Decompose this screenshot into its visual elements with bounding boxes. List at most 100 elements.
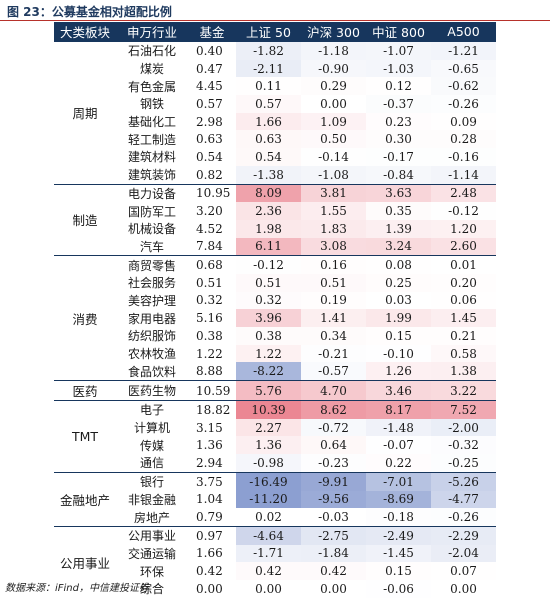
- overweight-zz800: 8.17: [366, 400, 431, 419]
- overweight-hs300: 0.16: [301, 255, 366, 274]
- overweight-zz800: 3.63: [366, 183, 431, 203]
- table-row: 建筑装饰 0.82 -1.38 -1.08 -0.84 -1.14: [54, 165, 496, 184]
- fund-weight: 0.51: [196, 275, 223, 290]
- overweight-hs300: -0.57: [301, 362, 366, 381]
- fund-weight: 10.95: [188, 183, 236, 203]
- overweight-zz800: 0.12: [366, 77, 431, 96]
- overweight-a500: 0.07: [431, 562, 496, 580]
- overweight-sz50: 0.11: [236, 77, 301, 96]
- overweight-sz50: 5.76: [236, 380, 301, 401]
- fund-weight: 4.52: [196, 221, 223, 236]
- overweight-hs300: 0.00: [320, 581, 347, 596]
- overweight-hs300: -1.84: [301, 544, 366, 563]
- table-row: 消费 商贸零售 0.68 -0.12 0.16 0.08 0.01: [54, 255, 496, 381]
- overweight-hs300: 0.42: [301, 562, 366, 580]
- overweight-hs300: -0.23: [301, 454, 366, 473]
- industry-name: 电子: [116, 400, 188, 419]
- fund-weight: 0.57: [196, 96, 223, 111]
- overweight-a500: -0.16: [431, 148, 496, 166]
- overweight-hs300: 4.70: [301, 380, 366, 401]
- fund-weight: 0.38: [196, 328, 223, 343]
- table-row: 建筑材料 0.54 0.54 -0.14 -0.17 -0.16: [54, 148, 496, 166]
- overweight-a500: 0.20: [431, 273, 496, 292]
- fund-weight: 1.22: [196, 346, 223, 361]
- overweight-hs300: 1.41: [301, 309, 366, 327]
- table-row: 食品饮料 8.88 -8.22 -0.57 1.26 1.38: [54, 362, 496, 381]
- industry-name: 环保: [139, 564, 164, 579]
- overweight-hs300: 0.29: [301, 77, 366, 96]
- overweight-zz800: 0.15: [366, 327, 431, 345]
- industry-name: 家用电器: [127, 311, 176, 326]
- overweight-sz50: -1.71: [236, 544, 301, 563]
- overweight-hs300: 1.83: [301, 219, 366, 238]
- fund-weight: 0.00: [196, 581, 223, 596]
- overweight-zz800: 3.24: [366, 237, 431, 256]
- table-row: 社会服务 0.51 0.51 0.51 0.25 0.20: [54, 273, 496, 292]
- overweight-hs300: -0.03: [301, 508, 366, 527]
- overweight-zz800: 1.26: [366, 362, 431, 381]
- overweight-a500: 7.52: [431, 400, 496, 419]
- overweight-sz50: 2.36: [236, 202, 301, 220]
- overweight-a500: -0.25: [431, 454, 496, 473]
- overweight-sz50: 0.02: [236, 508, 301, 527]
- overweight-a500: 3.22: [431, 380, 496, 401]
- overweight-a500: -1.14: [431, 165, 496, 184]
- industry-name: 医药生物: [116, 380, 188, 401]
- overweight-sz50: -0.12: [236, 255, 301, 274]
- overweight-zz800: 0.03: [366, 291, 431, 310]
- overweight-zz800: -0.07: [366, 436, 431, 455]
- overweight-a500: 0.06: [431, 291, 496, 310]
- overweight-sz50: 2.27: [236, 418, 301, 437]
- table-row: 家用电器 5.16 3.96 1.41 1.99 1.45: [54, 309, 496, 327]
- table-row: 农林牧渔 1.22 1.22 -0.21 -0.10 0.58: [54, 344, 496, 363]
- industry-name: 传媒: [139, 438, 164, 453]
- overweight-zz800: 0.25: [366, 273, 431, 292]
- table-row: 国防军工 3.20 2.36 1.55 0.35 -0.12: [54, 202, 496, 220]
- table-row: 周期 石油石化 0.40 -1.82 -1.18 -1.07 -1.21: [54, 40, 496, 184]
- overweight-hs300: 3.08: [301, 237, 366, 256]
- industry-name: 纺织服饰: [127, 329, 176, 344]
- overweight-sz50: -1.38: [236, 165, 301, 184]
- fund-weight: 3.15: [196, 420, 223, 435]
- overweight-sz50: 0.00: [255, 581, 282, 596]
- table-row: 通信 2.94 -0.98 -0.23 0.22 -0.25: [54, 454, 496, 473]
- industry-name: 非银金融: [127, 492, 176, 507]
- table-row: 传媒 1.36 1.36 0.64 -0.07 -0.32: [54, 436, 496, 455]
- industry-name: 汽车: [139, 239, 164, 254]
- overweight-zz800: 3.46: [366, 380, 431, 401]
- fund-weight: 3.20: [196, 204, 223, 219]
- industry-name: 农林牧渔: [127, 347, 176, 362]
- overweight-sz50: 1.66: [236, 112, 301, 131]
- overweight-sz50: 0.63: [236, 130, 301, 149]
- overweight-sz50: -8.22: [236, 362, 301, 381]
- overweight-a500: 0.58: [431, 344, 496, 363]
- table-row: 医药 医药生物 10.59 5.76 4.70 3.46 3.22: [54, 380, 496, 401]
- overweight-sz50: 0.38: [236, 327, 301, 345]
- overweight-table: 大类板块 申万行业 基金 上证 50 沪深 300 中证 800 A500 周期…: [54, 22, 496, 598]
- industry-name: 煤炭: [139, 62, 164, 77]
- overweight-sz50: 0.32: [236, 291, 301, 310]
- overweight-zz800: 1.39: [366, 219, 431, 238]
- fund-weight: 2.98: [196, 114, 223, 129]
- fund-weight: 1.66: [196, 546, 223, 561]
- table-row: 公用事业 公用事业 0.97 -4.64 -2.75 -2.49 -2.29: [54, 525, 496, 598]
- header-industry: 申万行业: [116, 22, 188, 42]
- fund-weight: 0.40: [188, 40, 236, 60]
- figure-title: 图 23：公募基金相对超配比例: [7, 5, 172, 19]
- overweight-a500: -0.32: [431, 436, 496, 455]
- overweight-sz50: -4.64: [236, 525, 301, 545]
- industry-name: 基础化工: [127, 115, 176, 130]
- overweight-sz50: -1.82: [236, 40, 301, 60]
- fund-weight: 0.63: [196, 132, 223, 147]
- overweight-hs300: 0.64: [301, 436, 366, 455]
- table-row: TMT 电子 18.82 10.39 8.62 8.17 7.52: [54, 400, 496, 473]
- industry-name: 通信: [139, 456, 164, 471]
- fund-weight: 7.84: [196, 239, 223, 254]
- overweight-zz800: -1.07: [366, 40, 431, 60]
- overweight-hs300: 1.09: [301, 112, 366, 131]
- overweight-zz800: 0.35: [366, 202, 431, 220]
- table-row: 机械设备 4.52 1.98 1.83 1.39 1.20: [54, 219, 496, 238]
- overweight-sz50: -11.20: [236, 490, 301, 509]
- header-row: 大类板块 申万行业 基金 上证 50 沪深 300 中证 800 A500: [54, 22, 496, 42]
- table-row: 计算机 3.15 2.27 -0.72 -1.48 -2.00: [54, 418, 496, 437]
